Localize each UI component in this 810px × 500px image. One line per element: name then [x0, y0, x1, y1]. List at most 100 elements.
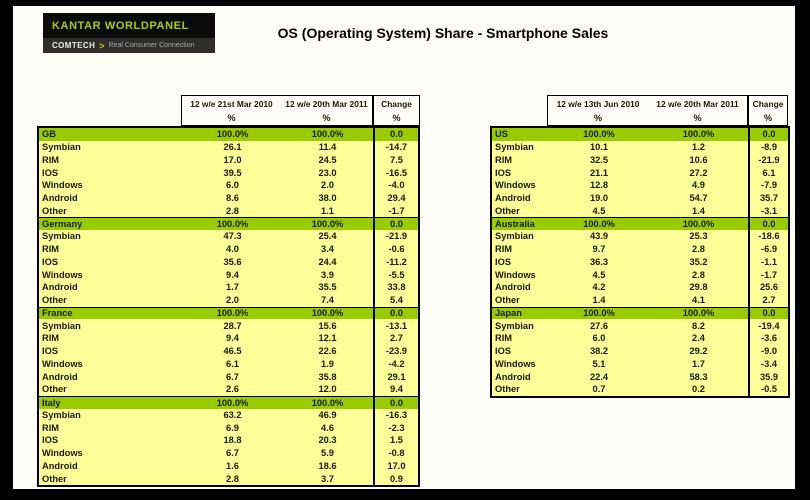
os-label: IOS	[42, 256, 59, 267]
country-row: GB 100.0% 100.0% 0.0	[39, 128, 418, 141]
table-row: RIM 9.4 12.1 2.7	[39, 332, 418, 345]
value-cell: 10.6	[689, 154, 708, 165]
value-cell: 4.9	[692, 180, 705, 191]
value-cell: 11.4	[318, 142, 337, 153]
change-cell: -1.7	[373, 204, 418, 218]
total-change-value: 0.0	[748, 128, 788, 141]
value-cell: 12.0	[318, 384, 337, 395]
table-row: Android 1.6 18.6 17.0	[39, 459, 418, 473]
table-row: Symbian 47.3 25.4 -21.9	[39, 230, 418, 243]
change-cell: -9.0	[748, 344, 788, 358]
country-row: Australia 100.0% 100.0% 0.0	[492, 217, 788, 230]
os-label: Other	[495, 295, 520, 306]
country-row: US 100.0% 100.0% 0.0	[492, 128, 788, 141]
value-cell: 0.7	[592, 384, 606, 395]
table-row: Windows 5.1 1.7 -3.4	[492, 357, 788, 371]
value-cell: 43.9	[589, 231, 609, 242]
os-label: IOS	[495, 256, 512, 267]
value-cell: 38.0	[318, 193, 337, 204]
os-label: Android	[495, 371, 531, 382]
os-label: IOS	[495, 346, 512, 357]
table-row: Other 2.8 3.7 0.9	[39, 472, 418, 485]
country-row: Japan 100.0% 100.0% 0.0	[492, 306, 788, 320]
value-cell: 27.2	[689, 167, 708, 178]
value-cell: 4.5	[592, 269, 606, 280]
os-label: Other	[42, 384, 67, 395]
value-cell: 5.9	[321, 448, 334, 459]
country-label: Italy	[42, 397, 61, 408]
table-row: Android 19.0 54.7 35.7	[492, 191, 788, 205]
table-row: Android 4.2 29.8 25.6	[492, 281, 788, 294]
value-cell: 38.2	[589, 346, 609, 357]
value-cell: 18.8	[223, 435, 242, 446]
value-cell: 35.5	[318, 282, 337, 293]
country-row: France 100.0% 100.0% 0.0	[39, 306, 418, 320]
total-value: 100.0%	[682, 219, 715, 230]
value-cell: 2.8	[692, 269, 705, 280]
change-cell: -23.9	[373, 344, 418, 358]
column-unit-label: %	[392, 112, 401, 123]
page-title: OS (Operating System) Share - Smartphone…	[277, 25, 609, 41]
total-value: 100.0%	[216, 219, 249, 230]
change-cell: 6.1	[748, 166, 788, 179]
value-cell: 19.0	[589, 193, 609, 204]
column-header: Change%	[747, 96, 787, 125]
column-unit-label: %	[693, 112, 702, 123]
country-label: GB	[42, 129, 56, 140]
table-row: RIM 17.0 24.5 7.5	[39, 153, 418, 167]
value-cell: 35.2	[689, 256, 708, 267]
table-row: Android 6.7 35.8 29.1	[39, 370, 418, 383]
column-header: 12 w/e 20th Mar 2011%	[281, 96, 372, 125]
value-cell: 2.8	[226, 205, 239, 216]
value-cell: 1.7	[226, 282, 239, 293]
change-cell: 33.8	[373, 281, 418, 294]
total-value: 100.0%	[583, 219, 615, 230]
change-cell: 35.9	[748, 370, 788, 383]
value-cell: 63.2	[223, 409, 242, 420]
table-row: Other 2.0 7.4 5.4	[39, 293, 418, 307]
os-label: RIM	[495, 244, 513, 255]
table-row: Other 1.4 4.1 2.7	[492, 293, 788, 307]
table-row: Android 8.6 38.0 29.4	[39, 191, 418, 205]
value-cell: 6.7	[226, 371, 239, 382]
os-label: Symbian	[42, 142, 81, 153]
value-cell: 9.4	[226, 269, 239, 280]
value-cell: 2.8	[226, 473, 239, 484]
table-row: RIM 32.5 10.6 -21.9	[492, 153, 788, 167]
value-cell: 46.5	[223, 346, 242, 357]
column-header: 12 w/e 20th Mar 2011%	[648, 96, 747, 125]
table-row: IOS 21.1 27.2 6.1	[492, 166, 788, 179]
change-cell: -3.6	[748, 332, 788, 345]
value-cell: 6.1	[226, 358, 239, 369]
table-row: IOS 39.5 23.0 -16.5	[39, 166, 418, 179]
value-cell: 10.1	[589, 142, 609, 153]
value-cell: 3.9	[321, 269, 334, 280]
value-cell: 3.7	[321, 473, 334, 484]
os-label: Windows	[495, 180, 536, 191]
change-cell: 29.4	[373, 191, 418, 205]
os-label: Other	[42, 205, 67, 216]
value-cell: 9.4	[226, 333, 239, 344]
value-cell: 39.5	[223, 167, 242, 178]
country-label: France	[42, 308, 73, 319]
value-cell: 12.8	[589, 180, 609, 191]
value-cell: 1.2	[692, 142, 705, 153]
value-cell: 6.9	[226, 422, 239, 433]
change-cell: -0.5	[748, 383, 788, 396]
os-label: Other	[42, 295, 67, 306]
os-label: IOS	[495, 167, 512, 178]
value-cell: 5.1	[592, 358, 606, 369]
value-cell: 6.0	[592, 333, 606, 344]
os-label: Android	[495, 193, 531, 204]
total-change-value: 0.0	[748, 307, 788, 320]
os-label: RIM	[495, 154, 513, 165]
column-header: 12 w/e 21st Mar 2010%	[182, 96, 281, 125]
total-value: 100.0%	[682, 129, 715, 140]
table-row: IOS 46.5 22.6 -23.9	[39, 344, 418, 358]
total-change-value: 0.0	[748, 218, 788, 230]
table-row: RIM 9.7 2.8 -6.9	[492, 242, 788, 256]
column-header-label: Change	[381, 98, 412, 109]
os-label: Other	[495, 384, 520, 395]
value-cell: 9.7	[592, 244, 606, 255]
column-unit-label: %	[593, 112, 602, 123]
